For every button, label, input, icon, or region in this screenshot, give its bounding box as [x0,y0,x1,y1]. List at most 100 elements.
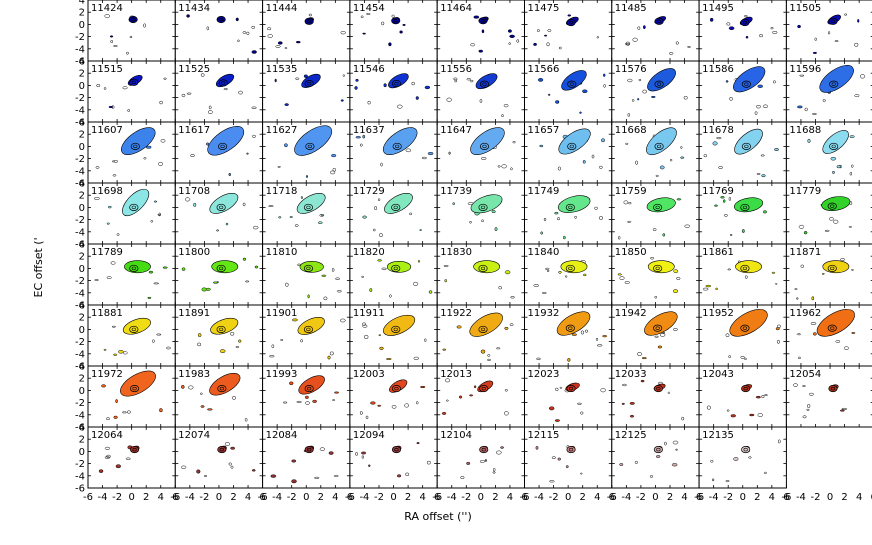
channel-panel: 11820 [349,243,438,306]
noise-contour [807,138,811,143]
noise-contour [110,40,114,44]
noise-contour [794,288,798,291]
noise-contour [492,471,496,474]
inner-peak-contour [655,266,660,271]
noise-contour [251,469,256,472]
noise-contour [200,405,205,408]
inner-peak-contour [569,144,574,149]
x-tick-label: 2 [143,492,149,503]
noise-contour [539,144,544,148]
noise-contour [328,451,334,455]
peak-contour [654,142,664,150]
noise-contour [509,323,514,326]
noise-contour [208,110,213,115]
inner-peak-contour [131,17,136,22]
inner-peak-contour [568,326,573,330]
peak-contour [129,325,139,333]
noise-contour [583,273,587,277]
inner-peak-contour [307,447,312,452]
noise-contour [800,264,805,268]
noise-contour [799,74,805,77]
noise-contour [125,457,131,460]
noise-contour [106,417,110,421]
noise-contour [596,344,603,347]
noise-contour [548,93,551,96]
velocity-label: 11779 [789,186,821,197]
noise-contour [478,49,484,53]
emission-contour [556,311,591,336]
velocity-label: 11993 [266,369,298,380]
channel-panel: 11475 [524,0,613,62]
noise-contour [623,200,629,205]
noise-contour [729,96,733,101]
inner-peak-contour [743,447,748,452]
noise-contour [359,143,363,147]
noise-contour [121,411,127,414]
x-tick-label: -4 [359,492,369,503]
inner-peak-contour [219,327,224,332]
velocity-label: 11962 [789,308,821,319]
x-tick-label: -6 [607,492,617,503]
noise-contour [469,220,472,224]
velocity-label: 11627 [266,125,298,136]
noise-contour [252,134,256,138]
noise-contour [305,401,310,405]
noise-contour [671,463,678,467]
emission-contour [646,127,677,156]
noise-contour [655,455,661,458]
noise-contour [771,271,776,274]
channel-panel: 11515 [87,60,176,123]
noise-contour [197,342,202,347]
noise-contour [775,282,778,285]
noise-contour [284,143,288,148]
noise-contour [228,462,232,466]
noise-contour [242,257,247,261]
channel-panel: 11810 [262,243,351,306]
noise-contour [206,26,209,31]
peak-contour [565,324,575,332]
noise-contour [377,259,382,262]
y-tick-label: -6 [75,240,85,251]
noise-contour [778,439,781,444]
noise-contour [242,31,247,34]
channel-panel: 11444 [262,0,351,62]
noise-contour [579,111,582,114]
noise-contour [295,40,301,44]
peak-contour [304,17,314,25]
channel-panel: 12003 [349,365,438,428]
noise-contour [676,277,681,280]
noise-contour [770,26,774,30]
noise-contour [625,41,631,46]
noise-contour [627,78,633,83]
noise-contour [811,296,815,301]
velocity-label: 11698 [91,186,123,197]
channel-panel: 11657 [524,121,613,184]
noise-contour [763,210,767,214]
noise-contour [839,409,845,412]
y-tick-label: -6 [75,423,85,434]
noise-contour [712,141,718,146]
inner-peak-contour [307,386,312,391]
peak-contour [305,142,315,150]
velocity-label: 11637 [353,125,385,136]
noise-contour [391,405,397,409]
x-tick-label: 6 [521,492,527,503]
x-tick-label: 6 [783,492,789,503]
noise-contour [291,459,297,463]
peak-contour [740,264,750,272]
noise-contour [723,199,726,203]
noise-contour [551,456,556,459]
noise-contour [844,13,848,16]
panel-frame [436,182,526,245]
x-tick-label: -6 [520,492,530,503]
inner-peak-contour [830,19,836,24]
noise-contour [649,475,654,478]
noise-contour [473,385,477,389]
channel-panel: 11698 [87,182,176,245]
peak-contour [567,142,577,150]
noise-contour [115,399,118,404]
y-tick-label: 4 [79,423,85,434]
noise-contour [546,270,550,272]
peak-contour [129,264,139,272]
noise-contour [361,275,365,278]
